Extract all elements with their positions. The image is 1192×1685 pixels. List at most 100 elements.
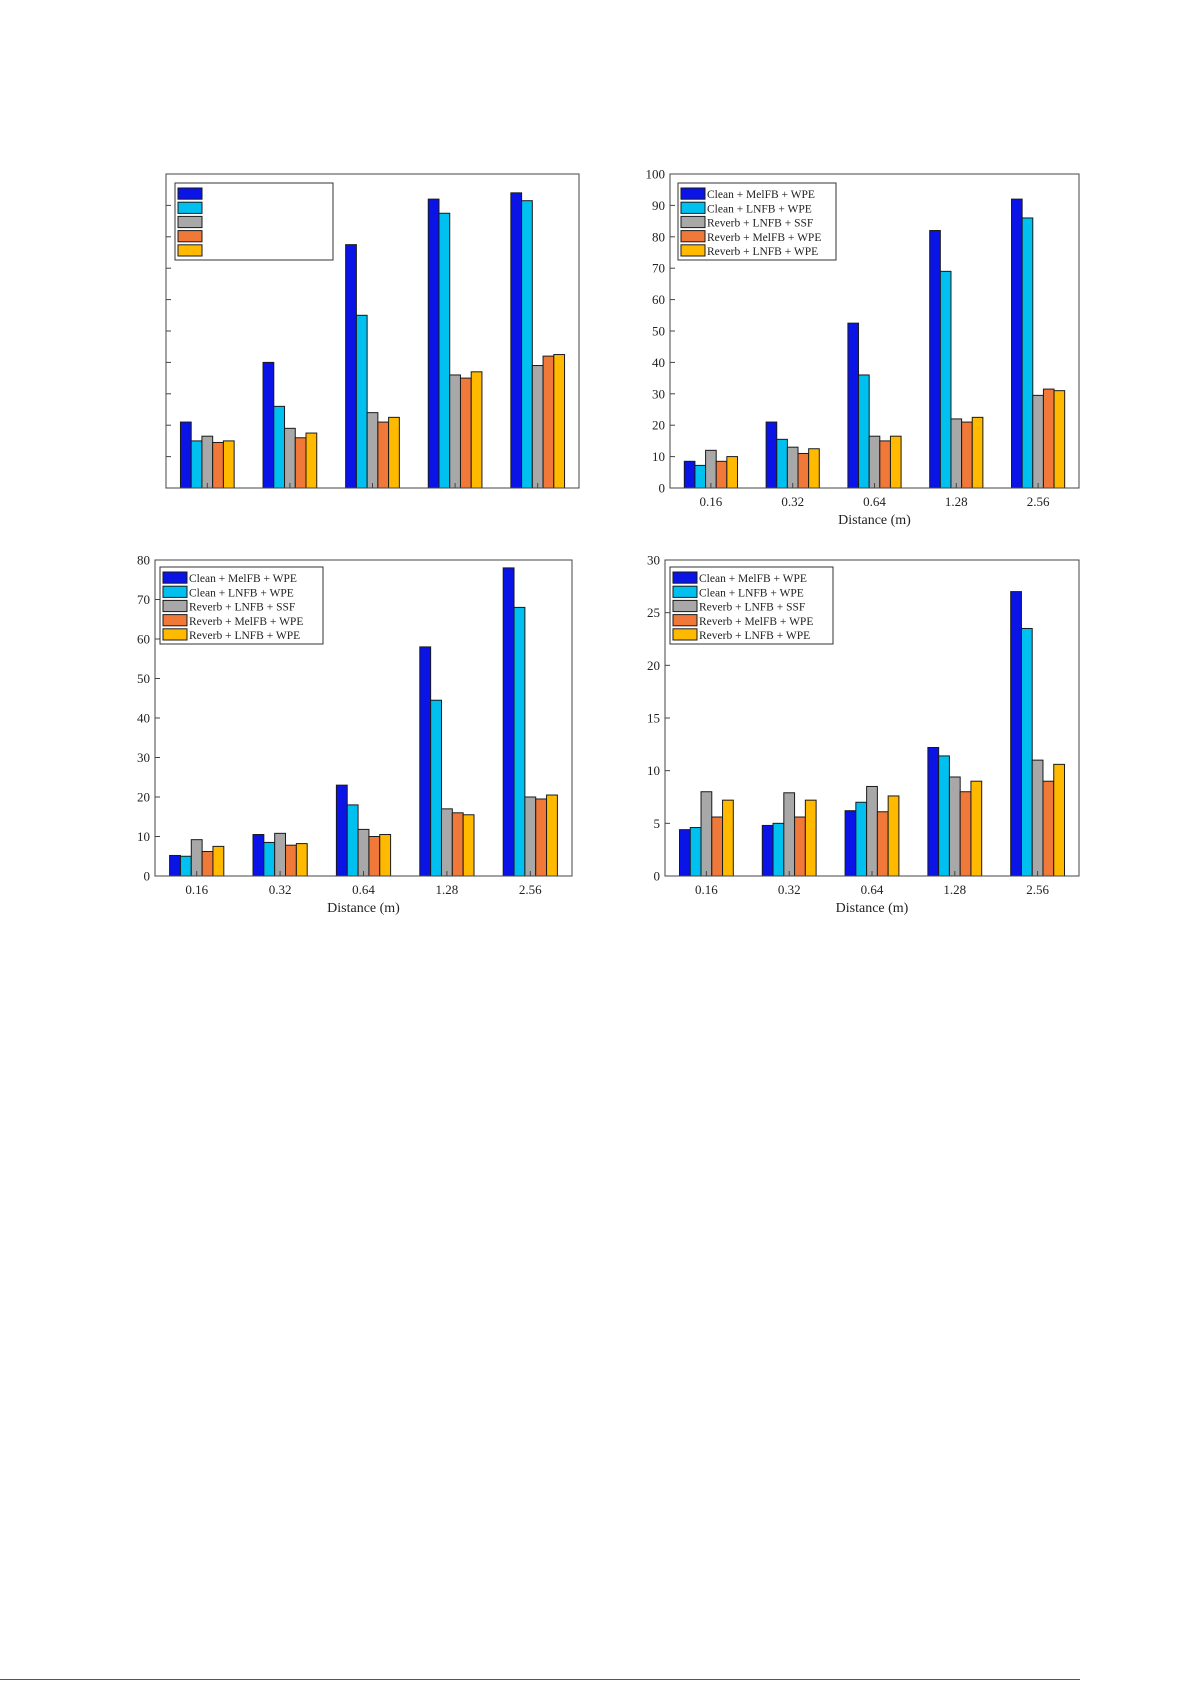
y-tick-label: 30 [652, 386, 665, 401]
legend-swatch [162, 614, 188, 627]
legend-swatch [680, 201, 706, 214]
legend-label: Clean + MelFB + WPE [699, 573, 807, 585]
chart-panel-bottom-left: 0 10 20 30 40 50 60 70 80 0.16 0.32 0.64 1.28 2.56 Dis… [137, 553, 573, 916]
y-tick-label: 25 [647, 605, 660, 620]
bar-s2-c3 [948, 776, 961, 877]
legend-label: Clean + MelFB + WPE [707, 189, 815, 201]
y-tick-label: 100 [646, 167, 666, 182]
y-tick-label: 10 [652, 449, 665, 464]
x-tick-label: 2.56 [519, 882, 542, 897]
chart-panel-bottom-right: 0 5 10 15 20 25 30 0.16 0.32 0.64 1.28 2.56 Distance… [647, 553, 1080, 916]
bar-s4-c1 [804, 799, 817, 877]
y-tick-label: 50 [137, 671, 150, 686]
legend-label: Clean + LNFB + WPE [189, 587, 294, 599]
y-tick-label: 30 [137, 750, 150, 765]
bar-s4-c4 [1053, 763, 1066, 877]
y-tick-label: 20 [652, 418, 665, 433]
x-tick-label: 1.28 [945, 494, 968, 509]
bar-s0-c2 [844, 810, 857, 877]
bar-s2-c4 [1031, 759, 1044, 877]
legend-label: Clean + LNFB + WPE [707, 203, 812, 215]
y-tick-label: 80 [652, 229, 665, 244]
page-footer-rule [0, 1679, 1080, 1680]
x-tick-label: 0.16 [700, 494, 723, 509]
bar-s1-c3 [938, 755, 950, 877]
y-tick-label: 70 [137, 592, 150, 607]
legend-swatch [162, 585, 188, 598]
bar-s3-c1 [794, 816, 806, 877]
legend-swatch [672, 599, 698, 613]
legend-swatch [177, 215, 203, 229]
y-tick-label: 0 [654, 869, 661, 884]
chart-panel-top-right: 0 10 20 30 40 50 60 70 80 90 100 0.16 0.32 0.64 1.28 2.… [646, 167, 1080, 528]
legend-label: Reverb + MelFB + WPE [707, 232, 821, 244]
bar-s3-c0 [711, 816, 724, 877]
bar-s1-c1 [772, 822, 785, 877]
y-tick-label: 70 [652, 261, 665, 276]
legend-label: Reverb + LNFB + SSF [707, 218, 813, 230]
x-tick-label: 0.64 [861, 882, 884, 897]
x-tick-label: 2.56 [1027, 494, 1050, 509]
legend-swatch [680, 215, 706, 229]
legend-swatch [177, 244, 203, 257]
y-tick-label: 10 [137, 829, 150, 844]
legend-swatch [162, 571, 188, 584]
y-tick-label: 90 [652, 198, 665, 213]
legend-label: Reverb + LNFB + WPE [189, 630, 300, 642]
legend-swatch [672, 585, 698, 598]
legend-swatch [680, 187, 706, 200]
bar-s0-c3 [927, 746, 940, 877]
legend-label: Reverb + LNFB + SSF [189, 602, 295, 614]
legend-label: Reverb + MelFB + WPE [189, 616, 303, 628]
y-tick-label: 20 [647, 658, 660, 673]
x-tick-label: 0.16 [185, 882, 208, 897]
legend-swatch [162, 599, 188, 613]
chart-top-right: 0 10 20 30 40 50 60 70 80 90 100 0.16 0.32 0.64 1.28 2.… [646, 167, 1080, 528]
x-tick-label: 0.32 [781, 494, 804, 509]
legend-swatch [680, 230, 706, 243]
x-tick-label: 0.32 [269, 882, 292, 897]
legend-swatch [672, 571, 698, 584]
y-tick-label: 40 [652, 355, 665, 370]
y-tick-label: 0 [659, 481, 666, 496]
legend-label: Clean + LNFB + WPE [699, 587, 804, 599]
y-tick-label: 15 [647, 711, 660, 726]
y-tick-label: 80 [137, 553, 150, 568]
bar-s0-c0 [678, 829, 691, 877]
x-tick-label: 1.28 [436, 882, 459, 897]
legend-label: Reverb + MelFB + WPE [699, 616, 813, 628]
x-axis-label: Distance (m) [327, 901, 400, 916]
legend-label: Reverb + LNFB + WPE [707, 246, 818, 258]
bar-s2-c1 [783, 792, 796, 877]
x-tick-label: 0.32 [778, 882, 801, 897]
bar-s1-c2 [855, 801, 868, 877]
y-tick-label: 10 [647, 763, 660, 778]
y-tick-label: 5 [654, 816, 661, 831]
y-tick-label: 60 [137, 632, 150, 647]
legend-swatch [177, 230, 203, 243]
bar-s4-c0 [722, 799, 734, 877]
legend-swatch [177, 187, 203, 200]
bar-s3-c4 [1042, 780, 1055, 877]
bar-s1-c0 [689, 827, 702, 877]
bar-s2-c0 [700, 791, 713, 877]
x-axis-label: Distance (m) [838, 513, 911, 528]
x-axis-label: Distance (m) [836, 901, 909, 916]
y-tick-label: 40 [137, 711, 150, 726]
legend-swatch [672, 628, 698, 641]
bar-s2-c2 [866, 785, 878, 877]
x-tick-label: 2.56 [1026, 882, 1049, 897]
bar-s3-c3 [959, 791, 972, 877]
bar-s0-c1 [761, 824, 774, 877]
chart-panel-top-left [165, 173, 580, 489]
bar-s4-c2 [887, 795, 900, 877]
y-tick-label: 20 [137, 790, 150, 805]
bar-s0-c4 [1010, 591, 1022, 877]
y-tick-label: 50 [652, 324, 665, 339]
bar-s1-c4 [1020, 627, 1033, 877]
x-tick-label: 0.16 [695, 882, 718, 897]
y-tick-label: 60 [652, 292, 665, 307]
legend-label: Reverb + LNFB + SSF [699, 602, 805, 614]
legend-swatch [177, 201, 203, 214]
x-tick-label: 0.64 [352, 882, 375, 897]
